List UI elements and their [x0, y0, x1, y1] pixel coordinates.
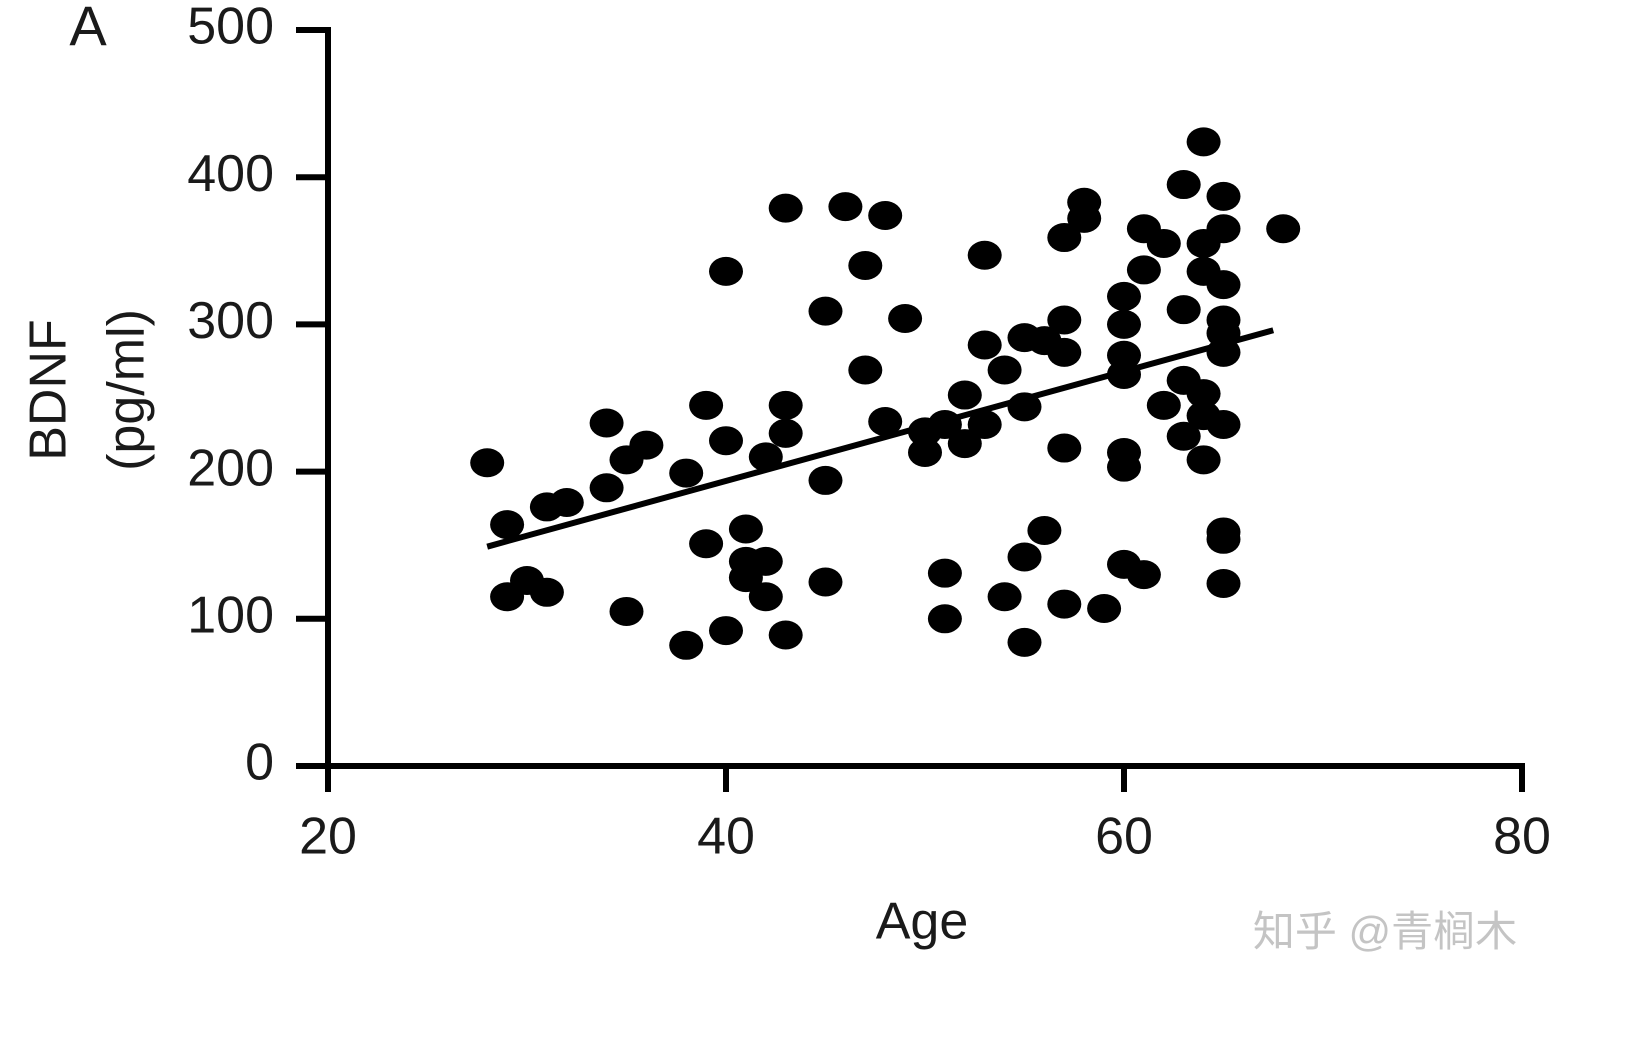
point	[748, 442, 783, 472]
point	[1107, 452, 1141, 482]
point	[1067, 203, 1102, 233]
point	[1206, 270, 1241, 300]
point	[868, 407, 903, 437]
point	[768, 418, 803, 448]
point	[967, 330, 1002, 360]
point	[1186, 445, 1221, 475]
point	[1047, 223, 1082, 253]
point	[868, 200, 903, 230]
point	[549, 488, 584, 518]
point	[1047, 305, 1082, 335]
point	[1206, 181, 1241, 211]
point	[589, 473, 624, 503]
point	[768, 620, 803, 650]
point	[1206, 568, 1241, 598]
point	[470, 448, 505, 478]
point	[1007, 627, 1042, 657]
point	[1206, 409, 1241, 439]
point	[1266, 214, 1301, 244]
point	[1166, 170, 1201, 200]
point	[689, 529, 724, 559]
point	[987, 582, 1022, 612]
point	[748, 546, 783, 576]
point	[1186, 379, 1221, 409]
point	[1007, 542, 1042, 572]
point	[888, 304, 923, 334]
y-axis-label: (pg/ml)	[98, 309, 156, 471]
point	[1166, 421, 1201, 451]
point	[927, 604, 962, 634]
point	[629, 430, 664, 460]
point	[709, 426, 743, 456]
point	[709, 256, 743, 286]
y-axis-label: BDNF	[20, 319, 78, 461]
point	[848, 355, 883, 385]
x-tick-label: 60	[1095, 808, 1153, 866]
y-tick-label: 100	[187, 587, 274, 645]
point	[1107, 309, 1141, 339]
point	[1206, 214, 1241, 244]
point	[1126, 255, 1161, 285]
point	[689, 390, 724, 420]
point	[848, 251, 883, 281]
x-tick-label: 40	[697, 808, 755, 866]
point	[609, 596, 644, 626]
y-tick-label: 200	[187, 439, 274, 497]
point	[768, 193, 803, 223]
x-axis-label: Age	[876, 893, 969, 951]
point	[808, 296, 843, 326]
panel-label: A	[69, 0, 107, 57]
y-tick-label: 500	[187, 0, 274, 56]
point	[967, 240, 1002, 270]
point	[669, 458, 704, 488]
point	[748, 582, 783, 612]
point	[908, 437, 942, 467]
point	[1206, 524, 1241, 554]
point	[967, 409, 1002, 439]
y-tick-label: 400	[187, 145, 274, 203]
point	[1107, 281, 1141, 311]
point	[768, 390, 803, 420]
x-tick-label: 20	[299, 808, 357, 866]
point	[808, 567, 843, 597]
point	[1047, 589, 1082, 619]
y-tick-label: 0	[245, 734, 274, 792]
fit-line	[486, 327, 1275, 550]
point	[728, 514, 763, 544]
point	[709, 616, 743, 646]
point	[1146, 390, 1181, 420]
point	[1087, 593, 1122, 623]
point	[1126, 560, 1161, 590]
point	[1027, 515, 1062, 545]
x-tick-label: 80	[1493, 808, 1551, 866]
point	[529, 577, 564, 607]
point	[927, 558, 962, 588]
point	[589, 408, 624, 438]
point	[1146, 228, 1181, 258]
point	[808, 465, 843, 495]
point	[947, 429, 982, 459]
point	[1047, 433, 1082, 463]
watermark: 知乎 @青榈木	[1253, 908, 1517, 955]
point	[669, 630, 704, 660]
point	[490, 510, 525, 540]
point	[1166, 295, 1201, 325]
point	[947, 380, 982, 410]
y-tick-label: 300	[187, 292, 274, 350]
point	[828, 192, 863, 222]
point	[1186, 127, 1221, 157]
point	[1047, 337, 1082, 367]
point	[987, 355, 1022, 385]
